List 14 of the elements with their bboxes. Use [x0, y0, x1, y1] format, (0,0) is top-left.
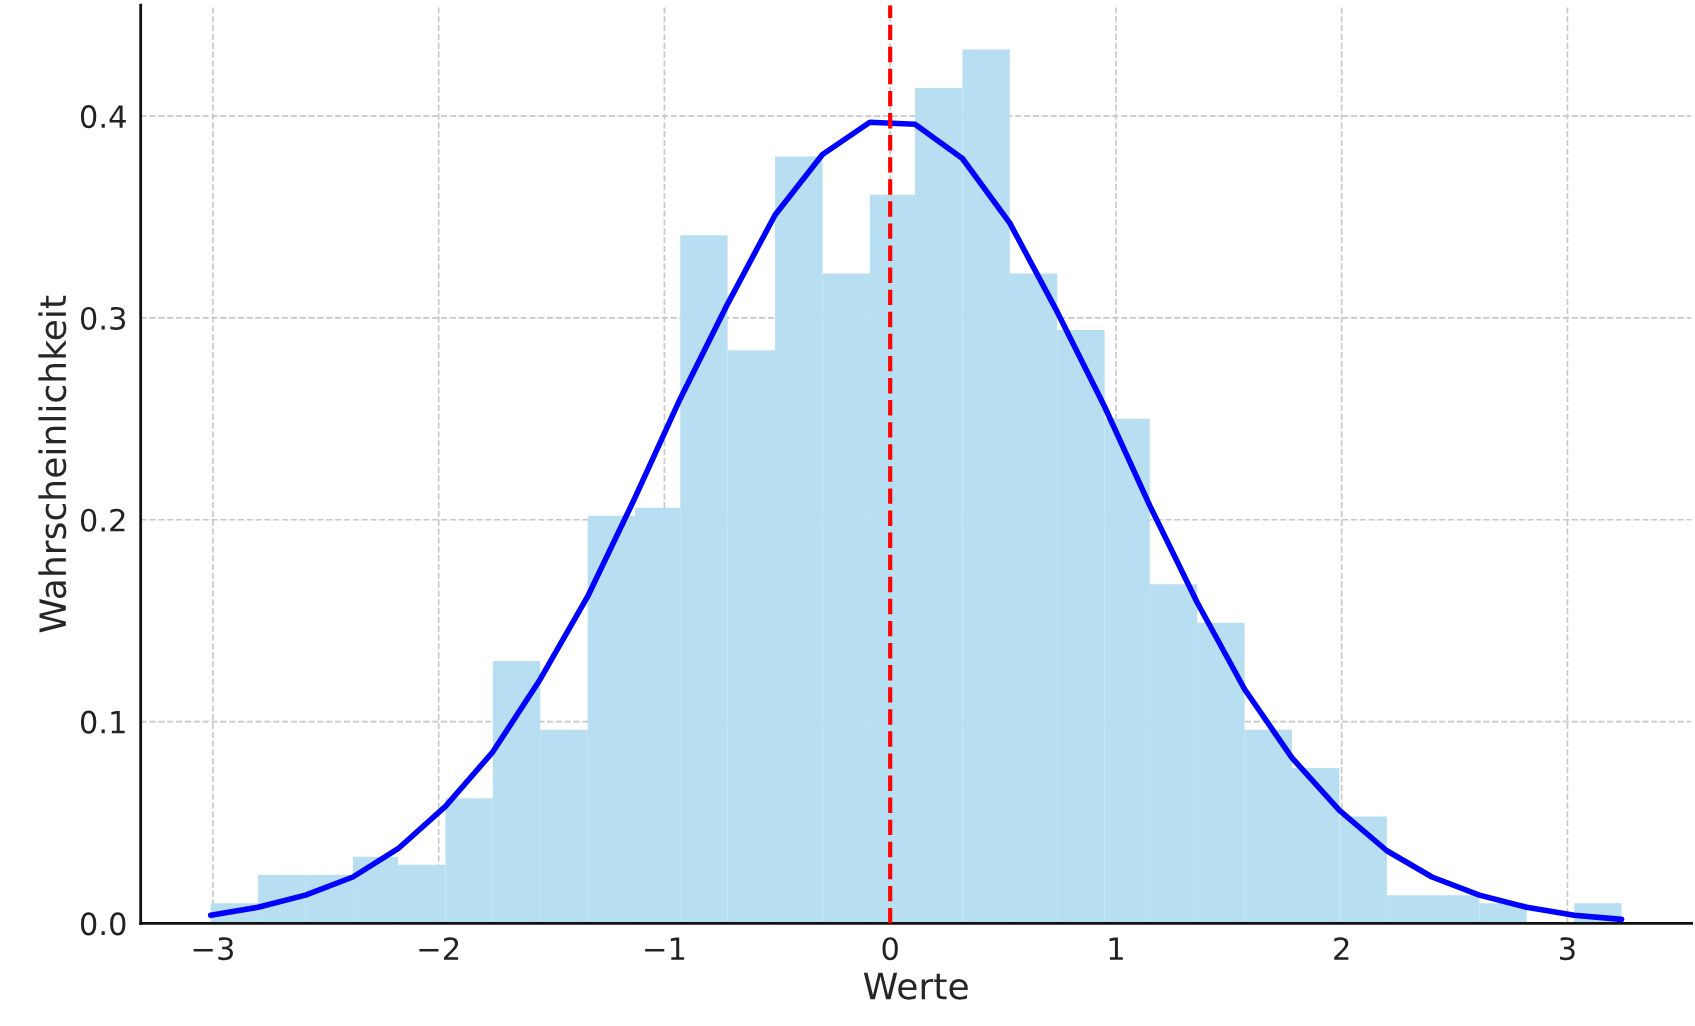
- y-tick-label: 0.1: [80, 710, 125, 734]
- y-axis-title: Wahrscheinlichkeit: [38, 295, 67, 633]
- x-tick-label: 1: [1109, 937, 1123, 960]
- y-tick-label: 0.4: [80, 105, 126, 129]
- x-tick-label: −1: [645, 937, 685, 960]
- x-axis-title: Werte: [863, 972, 968, 1000]
- x-tick-label: 0: [882, 937, 898, 961]
- x-tick-label: −3: [193, 937, 233, 961]
- x-tick-label: 2: [1334, 937, 1349, 960]
- y-tick-label: 0.0: [80, 912, 126, 936]
- y-tick-label: 0.3: [80, 306, 126, 330]
- x-tick-label: 3: [1560, 937, 1575, 961]
- y-tick-label: 0.2: [80, 508, 125, 532]
- x-tick-label: −2: [419, 937, 459, 960]
